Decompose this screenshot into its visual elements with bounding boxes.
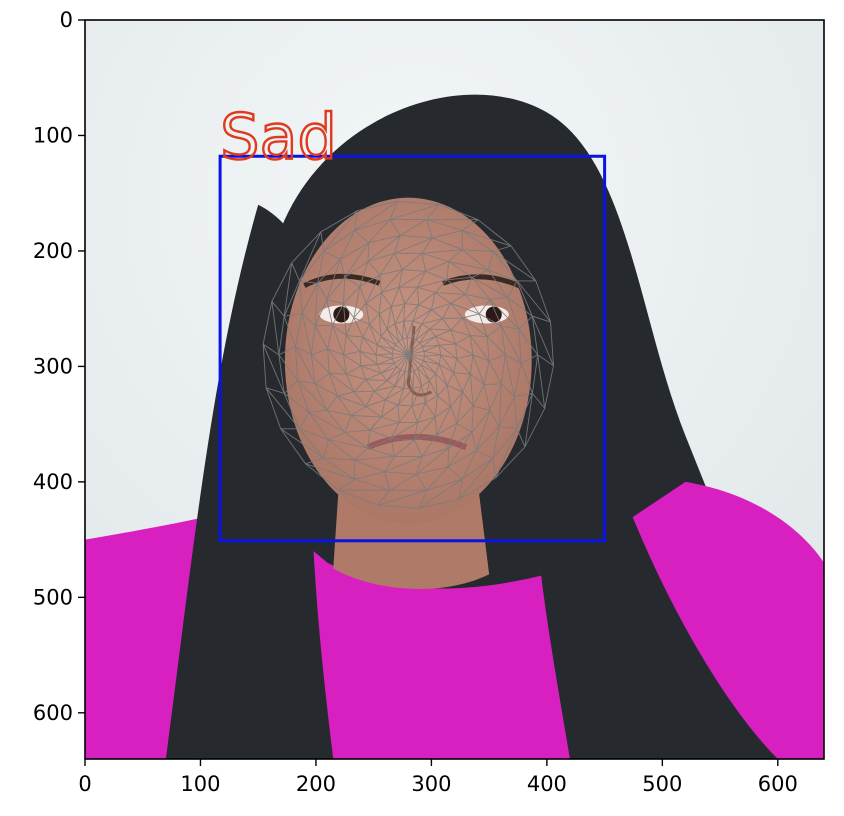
nose (406, 325, 433, 397)
x-axis: 0 100 200 300 400 500 600 (78, 759, 798, 796)
y-tick-label: 300 (33, 354, 73, 378)
face-mesh (262, 200, 554, 509)
hair-strands-right (532, 158, 778, 759)
y-axis: 0 100 200 300 400 500 600 (33, 8, 85, 725)
x-tick-label: 500 (642, 772, 682, 796)
x-tick-label: 100 (180, 772, 220, 796)
axes (84, 19, 825, 760)
x-tick-label: 0 (78, 772, 91, 796)
y-tick-label: 0 (60, 8, 73, 32)
detection-box (218, 154, 607, 543)
x-tick-label: 300 (411, 772, 451, 796)
emotion-label: Sad (220, 100, 337, 173)
right-eyebrow (442, 274, 525, 291)
x-tick-label: 200 (296, 772, 336, 796)
y-tick-label: 100 (33, 123, 73, 147)
y-tick-label: 200 (33, 239, 73, 263)
photo: Sad (85, 20, 824, 759)
face-mesh-lines (262, 200, 554, 509)
y-tick-label: 500 (33, 585, 73, 609)
x-tick-label: 600 (758, 772, 798, 796)
y-tick-label: 400 (33, 470, 73, 494)
plot-frame (84, 19, 825, 760)
x-tick-label: 400 (527, 772, 567, 796)
y-tick-label: 600 (33, 701, 73, 725)
left-eye-iris (333, 306, 350, 323)
